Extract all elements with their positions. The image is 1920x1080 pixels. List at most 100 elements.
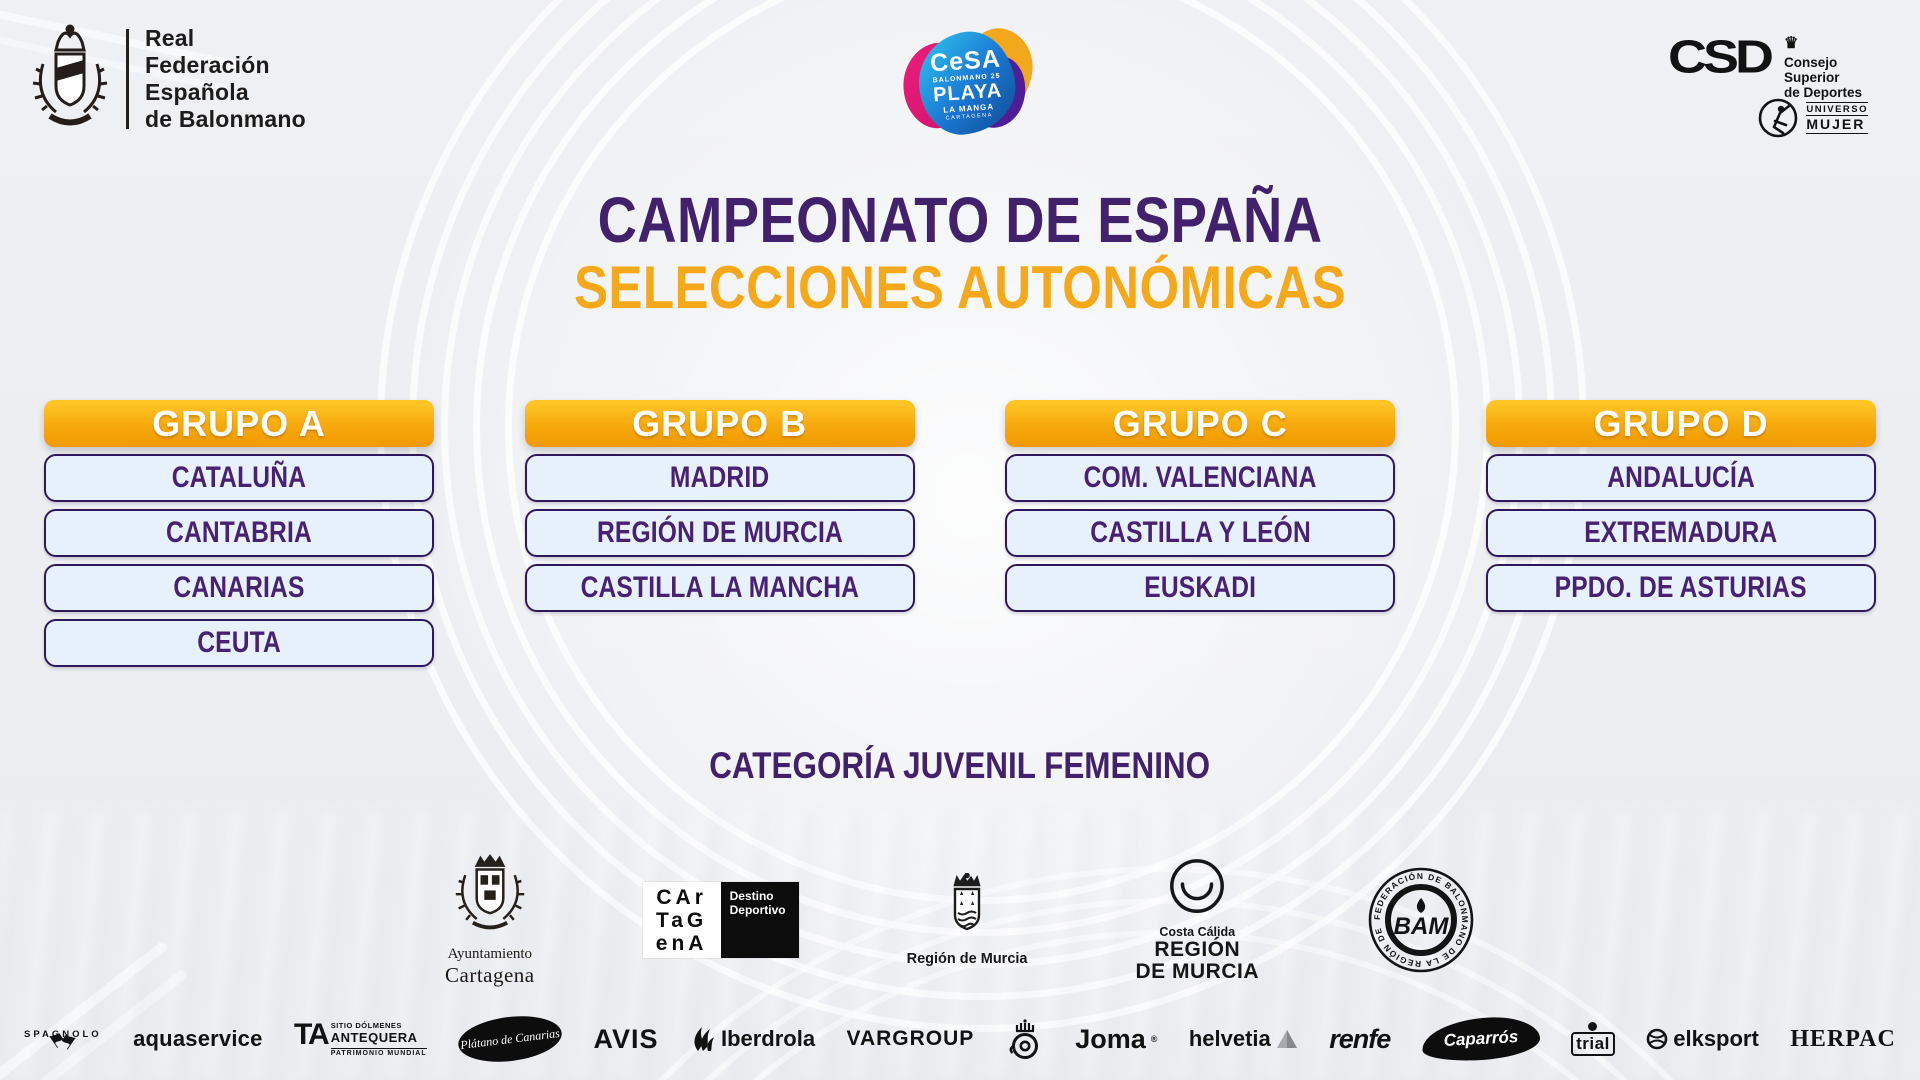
team-name: CEUTA <box>197 626 281 659</box>
cartagena-letters: CAr TaG enA <box>642 882 721 958</box>
group-b-header: GRUPO B <box>524 400 915 447</box>
group-c-header: GRUPO C <box>1005 400 1396 447</box>
team-cell: CANARIAS <box>44 564 434 612</box>
sponsor-correos <box>1006 1017 1044 1061</box>
rfebh-logo: Real Federación Española de Balonmano <box>30 22 306 136</box>
sponsor-caparros: Caparrós <box>1420 1014 1541 1064</box>
spagnolo-label: SPAGNOLO <box>24 1029 102 1040</box>
group-a: GRUPO A CATALUÑA CANTABRIA CANARIAS CEUT… <box>44 400 434 667</box>
cartagena-crest-icon <box>455 854 525 930</box>
sponsors-bar: SPAGNOLO ⚑⚑ aquaservice TA SITIO DÓLMENE… <box>24 1008 1896 1070</box>
triangle-icon <box>1276 1030 1297 1048</box>
trademark: ® <box>1150 1034 1158 1044</box>
team-cell: CASTILLA LA MANCHA <box>524 564 915 612</box>
team-cell: CANTABRIA <box>44 509 434 557</box>
category-text: CATEGORÍA JUVENIL FEMENINO <box>709 745 1211 786</box>
letters-row: enA <box>655 931 708 955</box>
rfebh-line: Federación <box>145 52 270 78</box>
team-name: EXTREMADURA <box>1584 516 1778 549</box>
team-cell: COM. VALENCIANA <box>1005 454 1396 502</box>
costa-calida-label: Costa Cálida <box>1159 925 1236 939</box>
ball-icon <box>1646 1028 1668 1050</box>
universo-mujer-text: UNIVERSO MUJER <box>1806 102 1868 134</box>
region-label: REGIÓN <box>1154 938 1241 961</box>
rfebh-line: de Balonmano <box>145 106 306 132</box>
region-de-murcia-logo: Región de Murcia <box>907 873 1027 967</box>
sponsor-avis: AVIS <box>593 1023 659 1054</box>
bam-badge-icon: FEDERACIÓN DE BALONMANO DE LA REGIÓN DE … <box>1367 866 1474 973</box>
trial-label: trial <box>1571 1032 1615 1056</box>
group-c: GRUPO C COM. VALENCIANA CASTILLA Y LEÓN … <box>1005 400 1396 667</box>
cartagena-destino-deportivo-logo: CAr TaG enA Destino Deportivo <box>642 882 799 958</box>
csd-logo: CSD ♛ Consejo Superior de Deportes <box>1667 31 1862 100</box>
category-label: CATEGORÍA JUVENIL FEMENINO <box>0 745 1920 787</box>
um-line: MUJER <box>1806 115 1868 134</box>
crossed-flags-icon: ⚑⚑ <box>44 1027 80 1057</box>
cartagena-label: Cartagena <box>445 963 535 987</box>
sponsor-spagnolo: SPAGNOLO ⚑⚑ <box>24 1027 102 1057</box>
sponsor-antequera: TA SITIO DÓLMENES ANTEQUERA PATRIMONIO M… <box>293 1017 427 1057</box>
de-murcia-label: DE MURCIA <box>1135 960 1259 983</box>
antequera-line: SITIO DÓLMENES <box>330 1020 402 1030</box>
destino-deportivo-box: Destino Deportivo <box>720 882 799 958</box>
team-cell: ANDALUCÍA <box>1485 454 1876 502</box>
dancer-circle-icon <box>1759 98 1798 138</box>
sponsor-vargroup: VARGROUP <box>846 1027 975 1050</box>
deportivo-label: Deportivo <box>729 902 786 917</box>
ayuntamiento-label: Ayuntamiento <box>447 946 533 962</box>
team-name: MADRID <box>669 461 770 494</box>
universo-mujer-logo: UNIVERSO MUJER <box>1757 97 1868 139</box>
title-line-2: SELECCIONES AUTONÓMICAS <box>573 254 1347 321</box>
group-d: GRUPO D ANDALUCÍA EXTREMADURA PPDO. DE A… <box>1485 400 1876 667</box>
team-name: CASTILLA LA MANCHA <box>580 571 859 604</box>
sponsor-elksport: elksport <box>1646 1026 1759 1052</box>
smile-circle-icon <box>1170 859 1225 913</box>
sponsor-herpac: HERPAC <box>1790 1025 1896 1052</box>
sponsor-renfe: renfe <box>1329 1023 1391 1054</box>
team-name: CANARIAS <box>173 571 305 604</box>
sponsor-aquaservice: aquaservice <box>133 1026 263 1051</box>
group-b: GRUPO B MADRID REGIÓN DE MURCIA CASTILLA… <box>524 400 915 667</box>
team-name: COM. VALENCIANA <box>1083 461 1317 494</box>
team-cell: EUSKADI <box>1005 564 1396 612</box>
team-cell: CASTILLA Y LEÓN <box>1005 509 1396 557</box>
page-title: CAMPEONATO DE ESPAÑA SELECCIONES AUTONÓM… <box>0 188 1920 318</box>
iberdrola-label: Iberdrola <box>720 1026 816 1051</box>
team-cell: REGIÓN DE MURCIA <box>524 509 915 557</box>
team-name: EUSKADI <box>1144 571 1257 604</box>
sponsor-iberdrola: Iberdrola <box>690 1025 815 1053</box>
team-name: CANTABRIA <box>166 516 312 549</box>
team-cell: EXTREMADURA <box>1485 509 1876 557</box>
sponsor-joma: Joma ® <box>1075 1024 1157 1055</box>
ball-icon <box>1588 1022 1598 1031</box>
joma-label: Joma <box>1075 1023 1146 1054</box>
team-cell: PPDO. DE ASTURIAS <box>1485 564 1876 612</box>
destino-label: Destino <box>729 889 774 903</box>
group-d-header: GRUPO D <box>1485 400 1876 447</box>
cartagena-dd-box: CAr TaG enA Destino Deportivo <box>642 882 799 958</box>
letters-row: CAr <box>656 885 707 909</box>
ayuntamiento-cartagena-logo: Ayuntamiento Cartagena <box>445 852 535 988</box>
team-cell: MADRID <box>524 454 915 502</box>
cesa-title: CeSA <box>929 44 1002 77</box>
antequera-line: ANTEQUERA <box>330 1029 418 1045</box>
team-name: REGIÓN DE MURCIA <box>596 516 843 549</box>
team-cell: CEUTA <box>44 619 434 667</box>
rfebh-name: Real Federación Española de Balonmano <box>145 25 306 133</box>
antequera-initials: TA <box>293 1017 330 1051</box>
rfebh-crest-icon <box>32 24 108 126</box>
organizers-row: Ayuntamiento Cartagena CAr TaG enA Desti… <box>0 850 1920 990</box>
correos-emblem-icon <box>1009 1019 1038 1059</box>
murcia-crest-icon <box>953 873 981 931</box>
flame-icon <box>694 1027 714 1051</box>
csd-acronym: CSD <box>1667 31 1774 83</box>
groups-grid: GRUPO A CATALUÑA CANTABRIA CANARIAS CEUT… <box>44 400 1876 667</box>
flame-icon <box>1416 898 1426 913</box>
crown-icon: ♛ <box>1783 35 1799 52</box>
bam-federation-logo: FEDERACIÓN DE BALONMANO DE LA REGIÓN DE … <box>1367 866 1475 974</box>
cesa-logo-text: CeSA BALONMANO 25 PLAYA LA MANGA CARTAGE… <box>916 31 1019 137</box>
team-name: CATALUÑA <box>171 461 307 494</box>
letters-row: TaG <box>655 908 708 932</box>
divider <box>126 29 129 129</box>
